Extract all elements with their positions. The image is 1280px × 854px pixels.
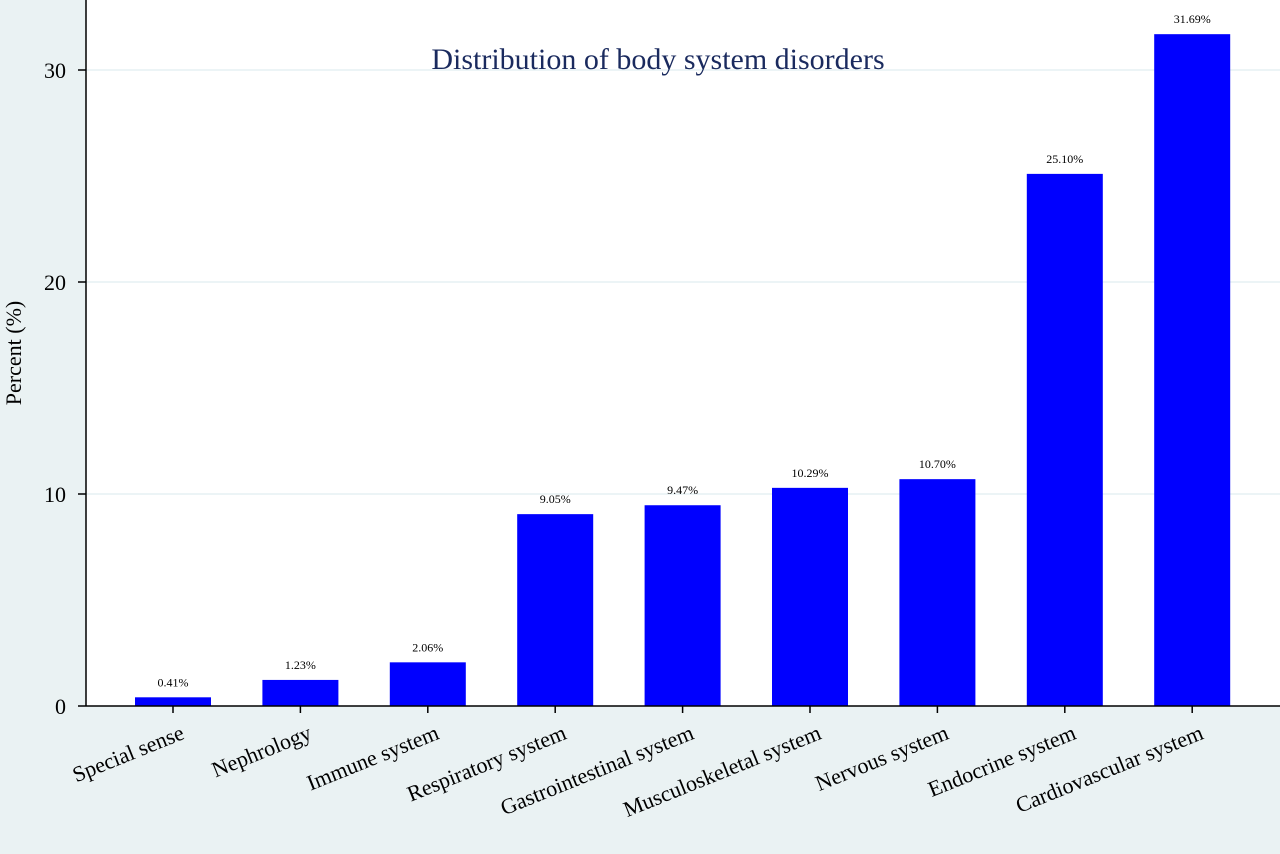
y-ticks: 0 10 20 30 [44, 58, 86, 719]
bar [644, 505, 721, 706]
y-tick-label: 0 [55, 694, 66, 719]
y-axis-label: Percent (%) [1, 301, 26, 405]
y-tick-label: 10 [44, 482, 66, 507]
x-tick-label: Nephrology [208, 720, 315, 783]
data-label: 0.41% [158, 675, 189, 689]
y-tick-label: 30 [44, 58, 66, 83]
bar [517, 514, 594, 706]
bar [135, 697, 211, 706]
bar [899, 479, 976, 706]
data-label: 2.06% [412, 640, 443, 654]
data-label: 31.69% [1174, 12, 1211, 26]
data-label: 1.23% [285, 658, 316, 672]
bar [1026, 173, 1103, 706]
data-label: 10.29% [792, 466, 829, 480]
bar [262, 679, 339, 706]
data-label: 9.47% [667, 483, 698, 497]
bar [772, 487, 848, 706]
data-label: 10.70% [919, 457, 956, 471]
bars [135, 34, 1231, 707]
y-tick-label: 20 [44, 270, 66, 295]
bar [389, 662, 466, 706]
data-label: 25.10% [1046, 152, 1083, 166]
x-tick-label: Special sense [69, 720, 188, 787]
chart-title: Distribution of body system disorders [431, 43, 884, 76]
data-label: 9.05% [540, 492, 571, 506]
data-labels: 0.41% 1.23% 2.06% 9.05% 9.47% 10.29% 10.70% 25.… [158, 12, 1211, 689]
bar [1154, 34, 1231, 707]
